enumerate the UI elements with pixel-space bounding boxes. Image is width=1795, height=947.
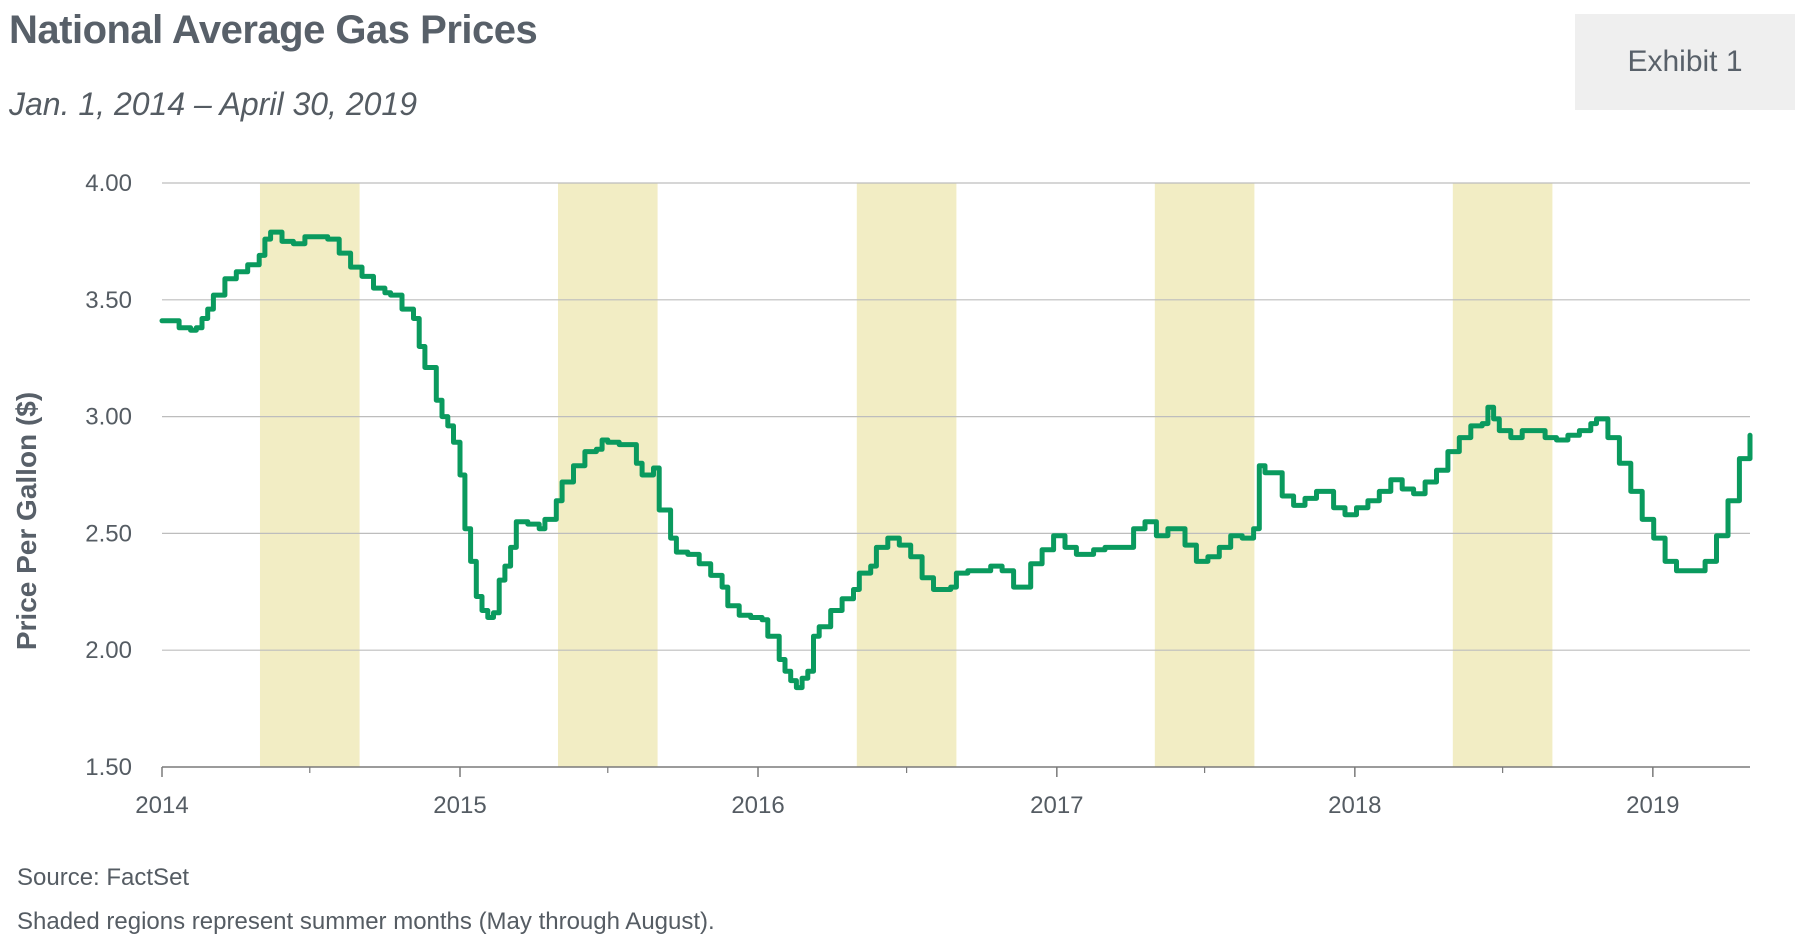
source-note: Source: FactSet xyxy=(17,864,190,891)
chart-subtitle: Jan. 1, 2014 – April 30, 2019 xyxy=(9,86,417,122)
summer-shading-layer xyxy=(259,183,1553,767)
x-axis xyxy=(161,766,1750,777)
gridlines xyxy=(162,182,1750,651)
x-tick-2016: 2016 xyxy=(731,792,784,819)
y-tick-3.50: 3.50 xyxy=(85,287,132,314)
summer-shade-1 xyxy=(259,183,360,767)
y-tick-1.50: 1.50 xyxy=(85,754,132,781)
x-tick-2015: 2015 xyxy=(433,792,486,819)
exhibit-badge: Exhibit 1 xyxy=(1575,14,1795,110)
y-tick-4.00: 4.00 xyxy=(85,170,132,197)
exhibit-label: Exhibit 1 xyxy=(1627,45,1743,78)
price-line-layer xyxy=(159,229,1753,691)
chart-title: National Average Gas Prices xyxy=(9,8,538,52)
y-tick-2.50: 2.50 xyxy=(85,520,132,547)
x-tick-labels: 2014 2015 2016 2017 2018 2019 xyxy=(135,792,1679,819)
y-tick-2.00: 2.00 xyxy=(85,637,132,664)
y-tick-labels: 1.50 2.00 2.50 3.00 3.50 4.00 xyxy=(85,170,132,781)
x-tick-2014: 2014 xyxy=(135,792,188,819)
x-tick-2019: 2019 xyxy=(1626,792,1679,819)
price-series-line xyxy=(159,229,1753,691)
y-tick-3.00: 3.00 xyxy=(85,404,132,431)
summer-shade-4 xyxy=(1154,183,1255,767)
summer-shade-5 xyxy=(1452,183,1553,767)
y-axis-label: Price Per Gallon ($) xyxy=(11,392,42,650)
x-tick-2018: 2018 xyxy=(1328,792,1381,819)
shading-note: Shaded regions represent summer months (… xyxy=(17,908,715,935)
summer-shade-3 xyxy=(856,183,957,767)
x-tick-2017: 2017 xyxy=(1030,792,1083,819)
